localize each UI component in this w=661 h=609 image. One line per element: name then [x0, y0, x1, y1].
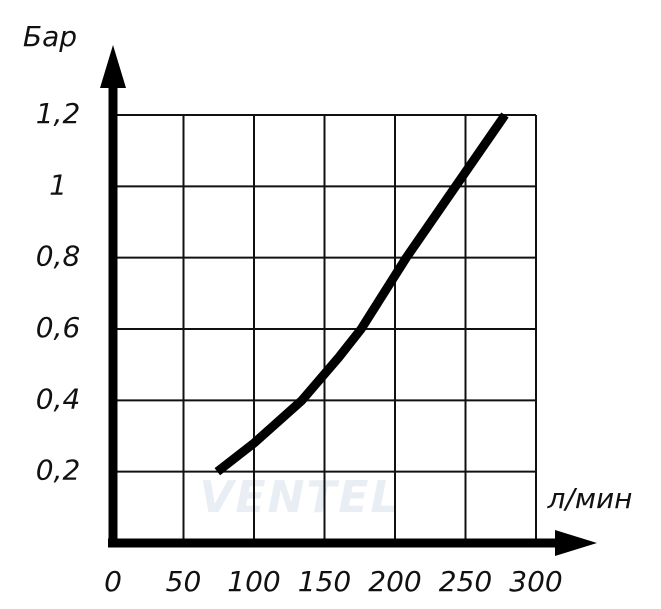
x-tick-label: 150: [298, 565, 351, 598]
y-tick-label: 0,2: [36, 454, 81, 487]
x-tick-label: 250: [439, 565, 492, 598]
x-axis-label: л/мин: [547, 482, 633, 515]
x-tick-label: 100: [227, 565, 280, 598]
y-tick-label: 1,2: [36, 97, 81, 130]
y-axis-label: Бар: [23, 20, 77, 53]
data-line: [214, 112, 509, 476]
x-tick-label: 0: [104, 565, 122, 598]
y-tick-label: 0,8: [36, 240, 81, 273]
x-tick-label: 300: [509, 565, 562, 598]
y-arrow: [100, 45, 126, 88]
x-tick-label: 200: [368, 565, 421, 598]
y-tick-label: 0,6: [36, 311, 81, 344]
x-tick-label: 50: [166, 565, 202, 598]
watermark: VENTEL: [199, 472, 400, 523]
x-arrow: [555, 530, 597, 556]
y-tick-label: 1: [49, 168, 67, 201]
y-tick-label: 0,4: [36, 382, 81, 415]
